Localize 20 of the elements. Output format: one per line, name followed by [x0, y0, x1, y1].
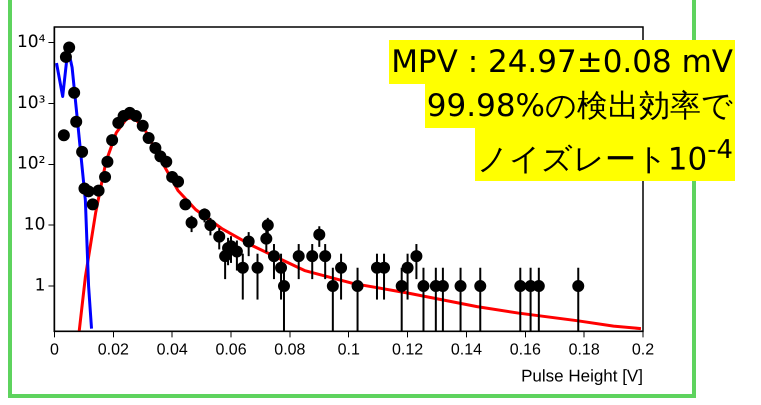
x-tick-label: 0.06 [215, 341, 247, 358]
y-tick-label: 10⁴ [16, 32, 46, 52]
x-tick-label: 0.12 [392, 341, 424, 358]
x-tick-label: 0.02 [98, 341, 129, 358]
annotation: 99.98%の検出効率で [424, 84, 735, 128]
x-tick-label: 0.2 [632, 341, 654, 358]
x-tick-label: 0.1 [338, 341, 360, 358]
x-tick-label: 0.08 [274, 341, 306, 358]
x-tick-label: 0.18 [568, 341, 600, 358]
y-tick-label: 10 [24, 214, 46, 235]
y-tick-label: 10² [16, 154, 46, 174]
x-tick-label: 0.14 [450, 341, 482, 358]
y-tick-label: 1 [34, 275, 46, 296]
x-tick-label: 0.04 [156, 341, 188, 358]
annotation: MPV : 24.97±0.08 mV [389, 40, 735, 84]
y-tick-label: 10³ [16, 92, 46, 113]
x-tick-label: 0.16 [510, 341, 541, 358]
annotation: ノイズレート10$^{-4}$ [474, 128, 735, 182]
x-axis-title: Pulse Height [V] [521, 366, 643, 386]
x-tick-label: 0 [50, 341, 59, 358]
